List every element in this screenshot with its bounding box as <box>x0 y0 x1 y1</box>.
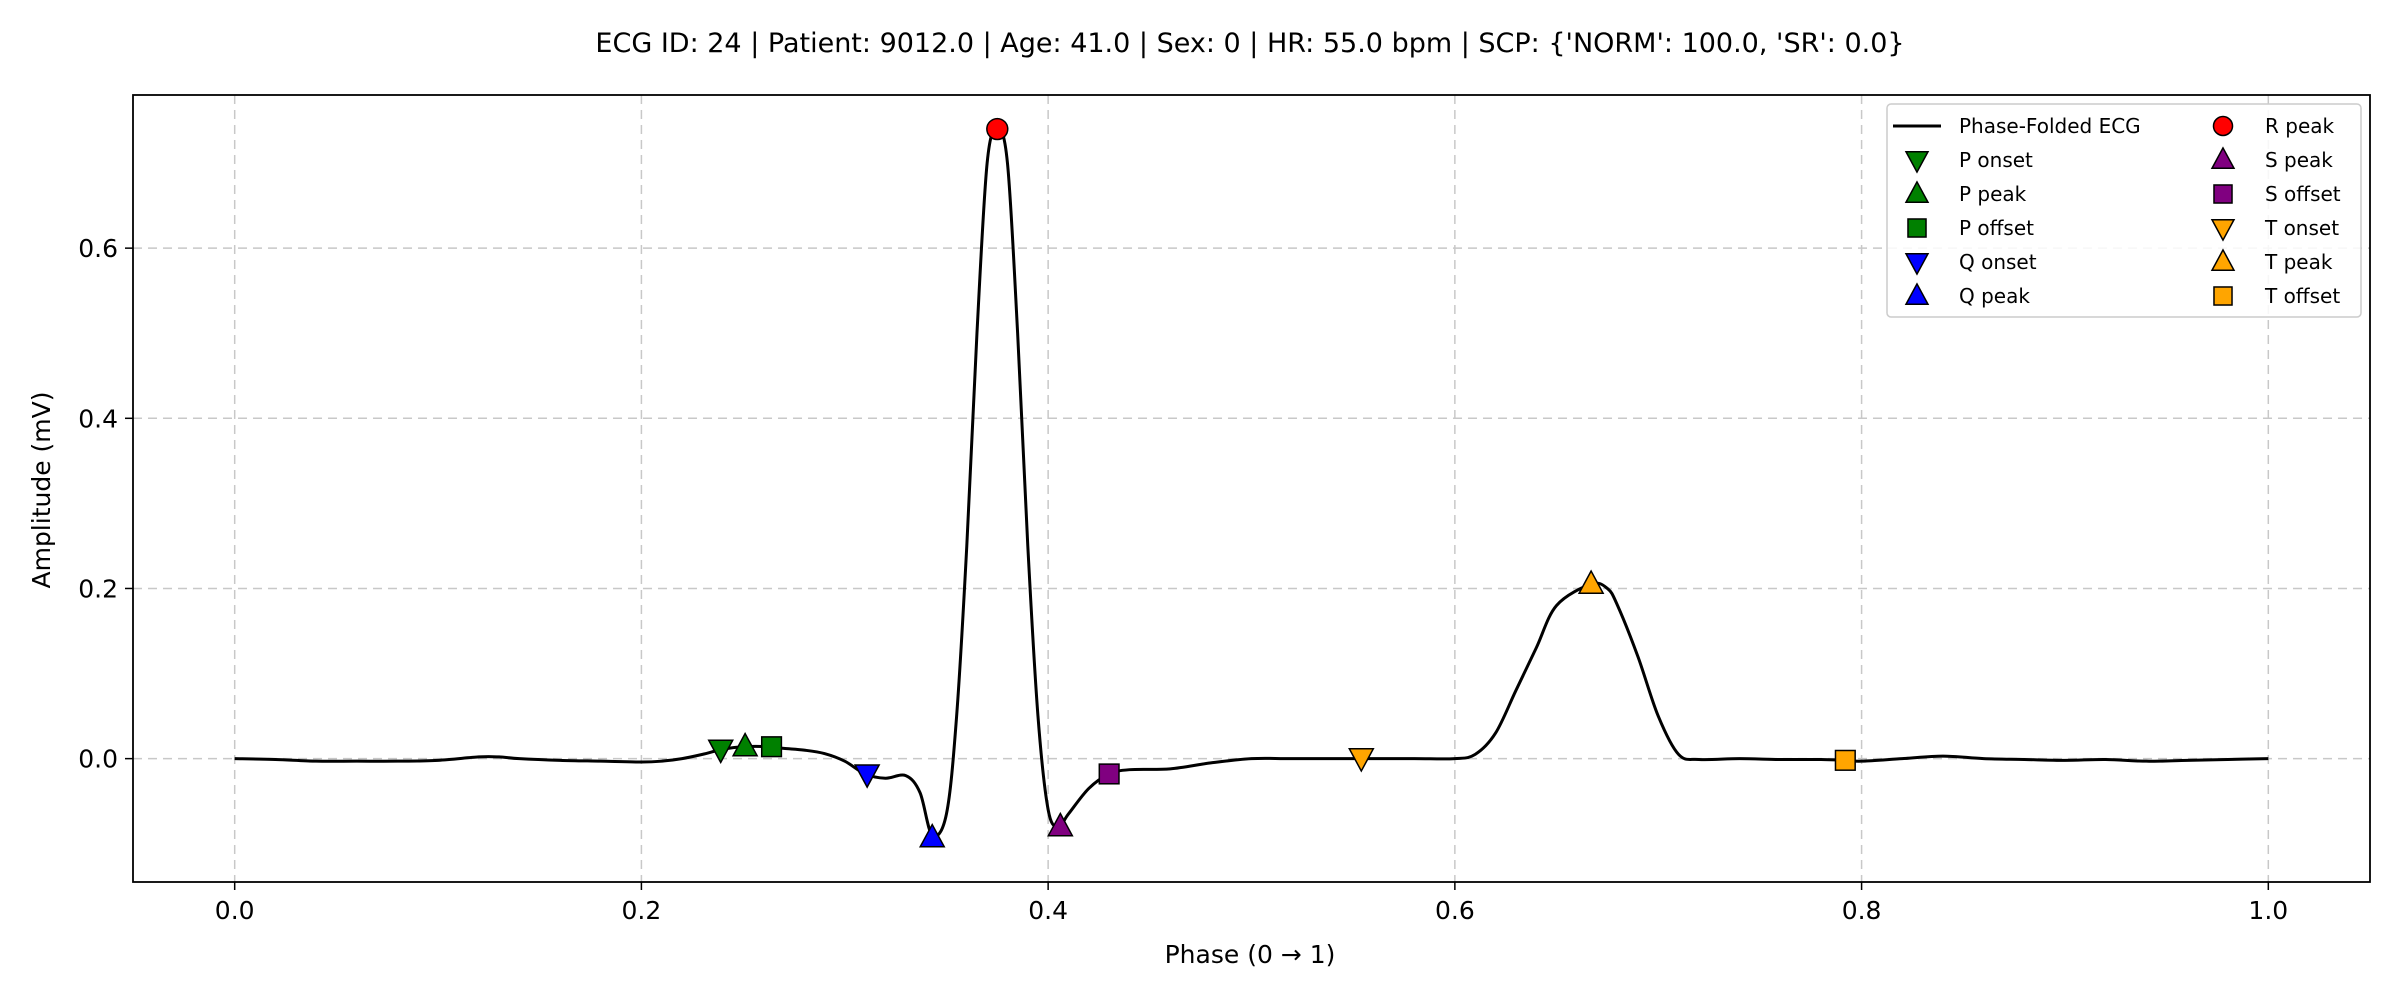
x-tick-label: 0.6 <box>1435 896 1475 925</box>
legend-box <box>1886 103 2362 318</box>
legend-t-onset-swatch <box>2210 219 2236 242</box>
t-offset-marker <box>1834 749 1856 771</box>
t-peak-marker <box>1577 569 1605 594</box>
legend-p-onset-swatch <box>1904 151 1930 174</box>
y-axis-label: Amplitude (mV) <box>27 391 56 588</box>
legend-s-offset-label: S offset <box>2265 182 2341 206</box>
legend-t-onset-label: T onset <box>2264 216 2339 240</box>
legend-p-peak-swatch <box>1904 180 1930 203</box>
legend-phase-folded-ecg-label: Phase-Folded ECG <box>1959 114 2141 138</box>
x-tick-label: 1.0 <box>2248 896 2288 925</box>
legend-s-peak-swatch <box>2210 146 2236 169</box>
legend-q-onset-label: Q onset <box>1959 250 2037 274</box>
r-peak-marker <box>986 117 1009 141</box>
plot-frame <box>132 94 2371 883</box>
legend-t-offset-swatch <box>2213 286 2233 306</box>
s-offset-marker <box>1098 763 1120 785</box>
y-tick-label: 0.2 <box>78 574 118 603</box>
legend-t-peak-swatch <box>2210 248 2236 271</box>
y-tick-label: 0.4 <box>78 404 118 433</box>
q-onset-marker <box>853 764 881 789</box>
x-tick-label: 0.0 <box>215 896 255 925</box>
y-tick-label: 0.6 <box>78 234 118 263</box>
p-onset-marker <box>707 739 734 765</box>
x-tick-label: 0.8 <box>1842 896 1882 925</box>
y-tick-label: 0.0 <box>78 745 118 774</box>
legend-t-offset-label: T offset <box>2264 284 2340 308</box>
t-onset-marker <box>1348 748 1375 773</box>
x-tick-label: 0.2 <box>622 896 662 925</box>
s-peak-marker <box>1047 811 1074 837</box>
legend-r-peak-label: R peak <box>2265 114 2335 138</box>
legend-p-offset-swatch <box>1907 218 1927 238</box>
legend-r-peak-swatch <box>2212 115 2234 137</box>
q-peak-marker <box>918 822 946 848</box>
p-peak-marker <box>731 731 759 757</box>
axis-ticks: 0.0 0.2 0.4 0.6 0.8 1.0 0.0 0.2 0.4 0.6 <box>78 234 2288 925</box>
ecg-curve-layer <box>234 127 2269 838</box>
legend-p-offset-label: P offset <box>1959 216 2034 240</box>
legend-q-peak-label: Q peak <box>1959 284 2030 308</box>
chart-title: ECG ID: 24 | Patient: 9012.0 | Age: 41.0… <box>595 28 1904 59</box>
x-tick-label: 0.4 <box>1028 896 1068 925</box>
legend-q-onset-swatch <box>1904 253 1930 276</box>
x-axis-label: Phase (0 → 1) <box>1165 940 1336 969</box>
legend-p-onset-label: P onset <box>1959 148 2033 172</box>
legend: Phase-Folded ECG P onset P peak P offset Q o… <box>1886 103 2362 318</box>
legend-t-peak-label: T peak <box>2264 250 2333 274</box>
legend-p-peak-label: P peak <box>1959 182 2027 206</box>
legend-s-peak-label: S peak <box>2265 148 2333 172</box>
p-offset-marker <box>760 736 783 758</box>
legend-s-offset-swatch <box>2213 184 2233 204</box>
ecg-series-line <box>234 127 2269 838</box>
fiducial-markers <box>707 117 1856 848</box>
legend-q-peak-swatch <box>1904 282 1930 305</box>
